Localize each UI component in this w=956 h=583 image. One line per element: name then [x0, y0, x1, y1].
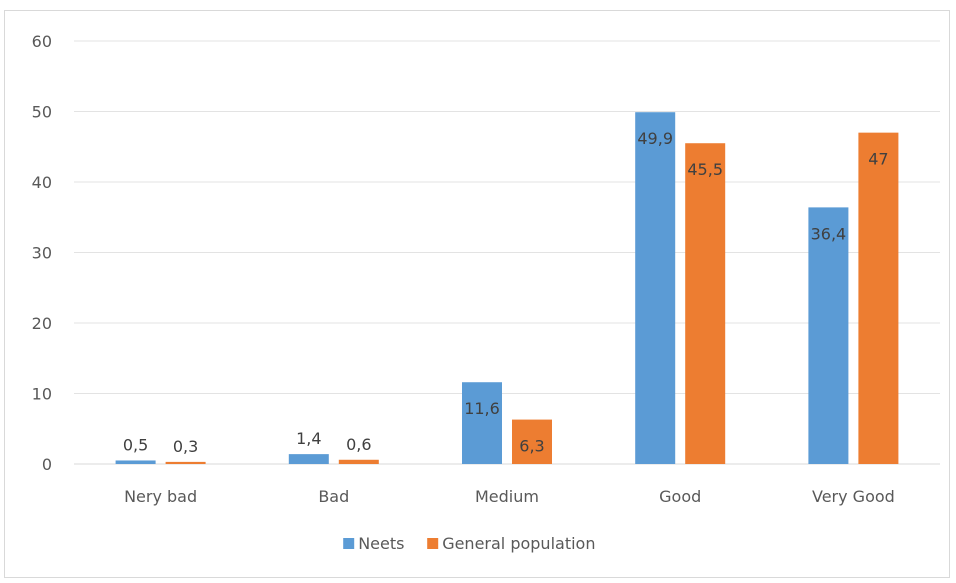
data-label: 0,5 — [123, 435, 148, 454]
legend: Neets General population — [343, 534, 595, 553]
y-tick-label: 0 — [42, 455, 52, 474]
gridlines — [74, 40, 940, 465]
data-label: 0,6 — [346, 435, 371, 454]
x-category-label: Medium — [475, 487, 539, 506]
x-category-label: Bad — [318, 487, 349, 506]
x-category-label: Very Good — [812, 487, 895, 506]
y-tick-label: 40 — [32, 173, 52, 192]
y-axis-ticks: 0 10 20 30 40 50 60 — [32, 32, 52, 474]
y-tick-label: 20 — [32, 314, 52, 333]
data-label: 49,9 — [637, 129, 673, 148]
data-label: 1,4 — [296, 429, 321, 448]
bar-general-population — [685, 143, 726, 464]
bar-general-population — [512, 419, 552, 464]
bar-neets — [115, 460, 156, 464]
y-tick-label: 60 — [32, 32, 52, 51]
bar-neets — [462, 382, 502, 464]
y-tick-label: 10 — [32, 385, 52, 404]
chart-frame — [4, 10, 950, 578]
bar-neets — [808, 207, 849, 464]
legend-label: Neets — [358, 534, 404, 553]
legend-swatch — [343, 538, 355, 549]
data-label: 45,5 — [687, 160, 723, 179]
legend-item: General population — [427, 534, 595, 553]
x-category-label: Nery bad — [124, 487, 197, 506]
data-label: 11,6 — [464, 399, 500, 418]
y-tick-label: 30 — [32, 244, 52, 263]
bar-general-population — [165, 461, 206, 464]
x-category-label: Good — [659, 487, 701, 506]
bar-general-population — [338, 459, 379, 464]
legend-item: Neets — [343, 534, 404, 553]
data-label: 6,3 — [519, 437, 544, 456]
x-axis-categories: Nery bad Bad Medium Good Very Good — [124, 487, 895, 506]
bar-neets — [288, 454, 329, 464]
data-label: 36,4 — [811, 224, 847, 243]
data-label: 0,3 — [173, 437, 198, 456]
data-label: 47 — [868, 150, 888, 169]
legend-label: General population — [442, 534, 595, 553]
y-tick-label: 50 — [32, 103, 52, 122]
bars — [115, 112, 899, 464]
bar-neets — [635, 112, 676, 464]
legend-swatch — [427, 538, 439, 549]
data-labels: 0,5 0,3 1,4 0,6 11,6 6,3 49,9 45,5 36,4 47 — [123, 129, 889, 456]
bar-general-population — [858, 132, 899, 464]
